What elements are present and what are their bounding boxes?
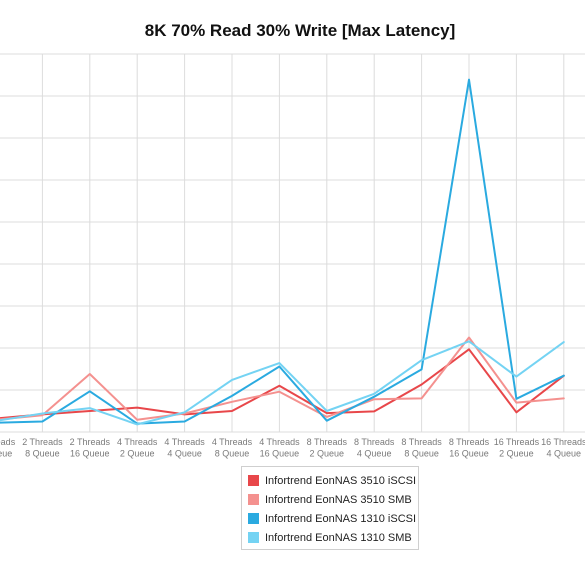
legend-label: Infortrend EonNAS 1310 iSCSI: [265, 512, 417, 525]
x-tick-label: 16 Threads 2 Queue: [494, 437, 540, 459]
x-tick-label: 16 Threads 4 Queue: [541, 437, 585, 459]
legend-label: Infortrend EonNAS 3510 iSCSI: [265, 474, 417, 487]
x-tick-label: 8 Threads 16 Queue: [449, 437, 490, 459]
legend-swatch: [248, 475, 259, 486]
grid: [0, 53, 585, 433]
x-tick-label: 4 Threads 4 Queue: [164, 437, 205, 459]
series-line: [0, 340, 565, 426]
legend-item[interactable]: Infortrend EonNAS 3510 iSCSI: [248, 471, 418, 490]
series-line: [0, 78, 565, 425]
x-tick-label: 4 Threads 2 Queue: [117, 437, 158, 459]
series-lines: [0, 78, 565, 426]
legend-swatch: [248, 513, 259, 524]
x-tick-label: 2 Threads 16 Queue: [70, 437, 111, 459]
legend-item[interactable]: Infortrend EonNAS 3510 SMB: [248, 490, 418, 509]
x-tick-label: 8 Threads 4 Queue: [354, 437, 395, 459]
x-tick-label: 8 Threads 2 Queue: [307, 437, 348, 459]
legend-label: Infortrend EonNAS 3510 SMB: [265, 493, 412, 506]
x-tick-label: 8 Threads 8 Queue: [401, 437, 442, 459]
legend-item[interactable]: Infortrend EonNAS 1310 iSCSI: [248, 509, 418, 528]
series-line: [0, 348, 565, 420]
legend-label: Infortrend EonNAS 1310 SMB: [265, 531, 412, 544]
x-tick-label: 2 Threads 8 Queue: [22, 437, 63, 459]
legend-swatch: [248, 532, 259, 543]
legend-swatch: [248, 494, 259, 505]
legend-item[interactable]: Infortrend EonNAS 1310 SMB: [248, 528, 418, 547]
legend: Infortrend EonNAS 3510 iSCSI Infortrend …: [241, 466, 419, 550]
x-tick-label: 4 Threads 8 Queue: [212, 437, 253, 459]
chart-title: 8K 70% Read 30% Write [Max Latency]: [145, 21, 456, 40]
x-tick-label: 4 Threads 16 Queue: [259, 437, 300, 459]
series-line: [0, 336, 565, 421]
